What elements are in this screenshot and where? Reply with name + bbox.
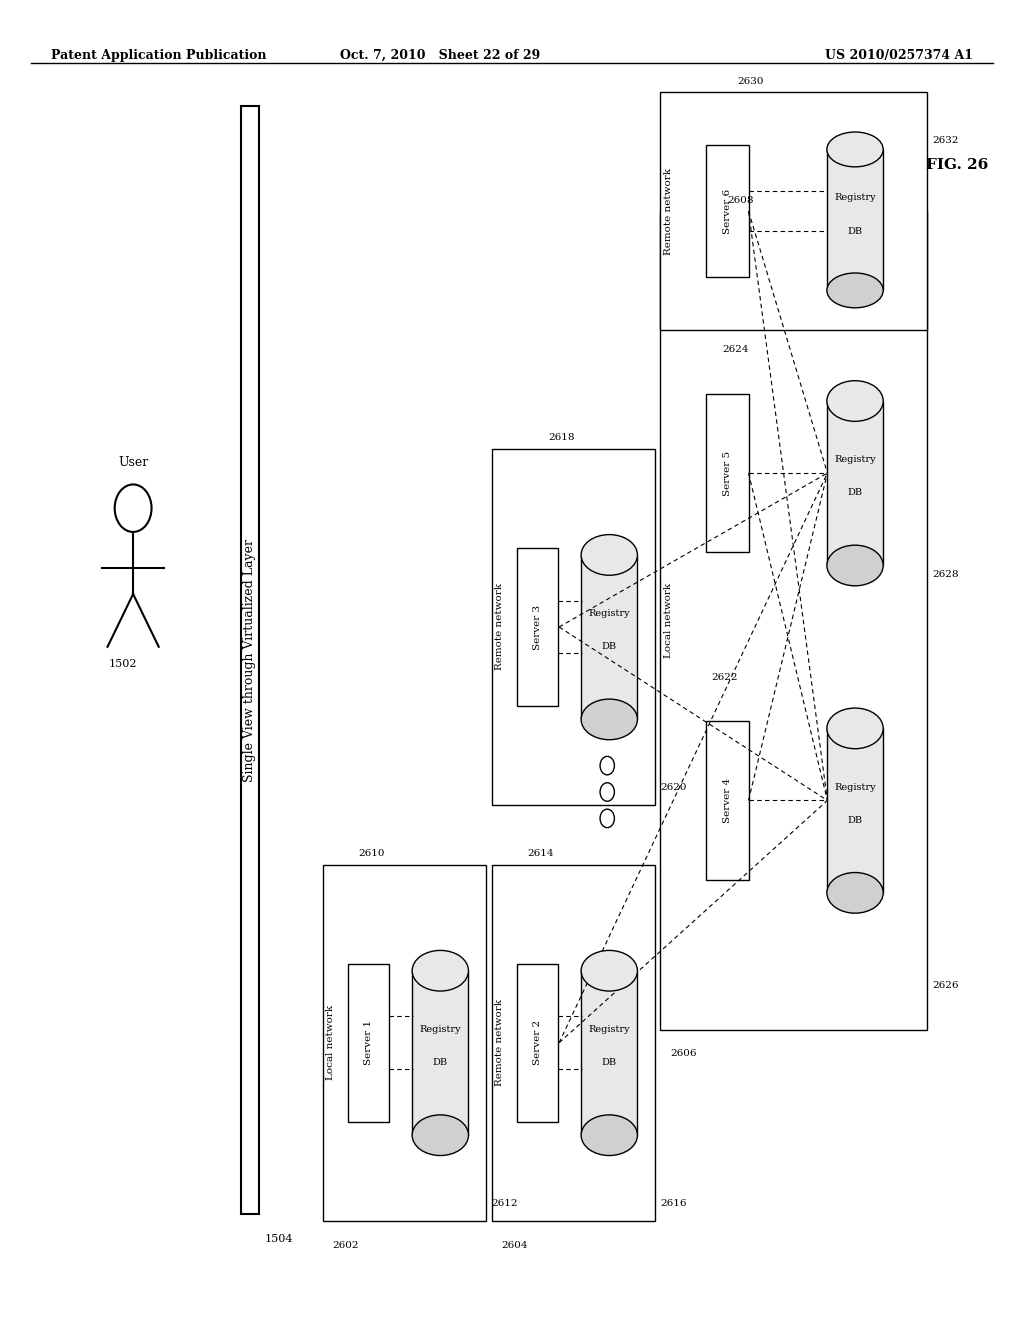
Ellipse shape [827, 545, 883, 586]
Text: 2630: 2630 [737, 77, 764, 86]
Text: 2610: 2610 [358, 849, 385, 858]
Text: Remote network: Remote network [496, 999, 504, 1086]
Text: 2604: 2604 [502, 1241, 528, 1250]
Text: 2602: 2602 [333, 1241, 359, 1250]
Text: 2620: 2620 [660, 783, 687, 792]
FancyBboxPatch shape [660, 92, 927, 330]
Text: Remote network: Remote network [496, 583, 504, 671]
FancyBboxPatch shape [582, 554, 637, 719]
FancyBboxPatch shape [323, 865, 486, 1221]
Text: Local network: Local network [665, 583, 673, 657]
Text: 2622: 2622 [712, 673, 738, 681]
Ellipse shape [581, 1115, 637, 1155]
Text: 2614: 2614 [527, 849, 554, 858]
FancyBboxPatch shape [241, 106, 259, 1214]
Text: 2616: 2616 [660, 1199, 687, 1208]
Text: 2612: 2612 [492, 1199, 518, 1208]
FancyBboxPatch shape [827, 729, 883, 892]
Text: Server 4: Server 4 [723, 777, 731, 822]
Text: DB: DB [848, 227, 862, 235]
Text: 1504: 1504 [264, 1234, 293, 1245]
Text: DB: DB [602, 1059, 616, 1067]
Text: DB: DB [433, 1059, 447, 1067]
Text: FIG. 26: FIG. 26 [927, 158, 988, 173]
Ellipse shape [412, 950, 469, 991]
FancyBboxPatch shape [348, 964, 389, 1122]
Text: Registry: Registry [420, 1026, 461, 1034]
Text: Server 3: Server 3 [534, 605, 542, 649]
FancyBboxPatch shape [582, 970, 637, 1135]
Ellipse shape [827, 132, 883, 166]
FancyBboxPatch shape [492, 449, 655, 805]
FancyBboxPatch shape [706, 145, 749, 277]
Ellipse shape [581, 535, 637, 576]
Ellipse shape [827, 873, 883, 913]
Text: 2608: 2608 [727, 195, 754, 205]
FancyBboxPatch shape [706, 393, 749, 552]
Text: US 2010/0257374 A1: US 2010/0257374 A1 [824, 49, 973, 62]
Text: Server 1: Server 1 [365, 1020, 373, 1065]
Text: Patent Application Publication: Patent Application Publication [51, 49, 266, 62]
Text: Remote network: Remote network [665, 168, 673, 255]
Text: 2624: 2624 [722, 346, 749, 354]
Text: Server 6: Server 6 [723, 189, 731, 234]
Ellipse shape [827, 380, 883, 421]
FancyBboxPatch shape [517, 548, 558, 706]
Text: Registry: Registry [835, 194, 876, 202]
Text: 2606: 2606 [671, 1049, 697, 1059]
Text: 1502: 1502 [109, 659, 137, 669]
Text: Local network: Local network [327, 1006, 335, 1080]
Text: DB: DB [602, 643, 616, 651]
Text: DB: DB [848, 488, 862, 498]
FancyBboxPatch shape [706, 721, 749, 879]
Text: Server 2: Server 2 [534, 1020, 542, 1065]
FancyBboxPatch shape [492, 865, 655, 1221]
Text: 2632: 2632 [932, 136, 958, 145]
Text: 2628: 2628 [932, 570, 958, 578]
Ellipse shape [412, 1115, 469, 1155]
Text: Single View through Virtualized Layer: Single View through Virtualized Layer [244, 539, 256, 781]
Text: Registry: Registry [589, 1026, 630, 1034]
Text: Server 5: Server 5 [723, 450, 731, 495]
FancyBboxPatch shape [827, 149, 883, 290]
Text: DB: DB [848, 816, 862, 825]
Text: 2626: 2626 [932, 981, 958, 990]
Ellipse shape [827, 708, 883, 748]
Text: 2618: 2618 [548, 433, 574, 442]
Text: Registry: Registry [835, 455, 876, 465]
FancyBboxPatch shape [660, 211, 927, 1030]
Text: User: User [118, 455, 148, 469]
Ellipse shape [827, 273, 883, 308]
Ellipse shape [581, 700, 637, 739]
Text: Registry: Registry [589, 610, 630, 618]
FancyBboxPatch shape [517, 964, 558, 1122]
FancyBboxPatch shape [827, 401, 883, 565]
FancyBboxPatch shape [412, 970, 468, 1135]
Text: Registry: Registry [835, 783, 876, 792]
Ellipse shape [581, 950, 637, 991]
Text: Oct. 7, 2010   Sheet 22 of 29: Oct. 7, 2010 Sheet 22 of 29 [340, 49, 541, 62]
